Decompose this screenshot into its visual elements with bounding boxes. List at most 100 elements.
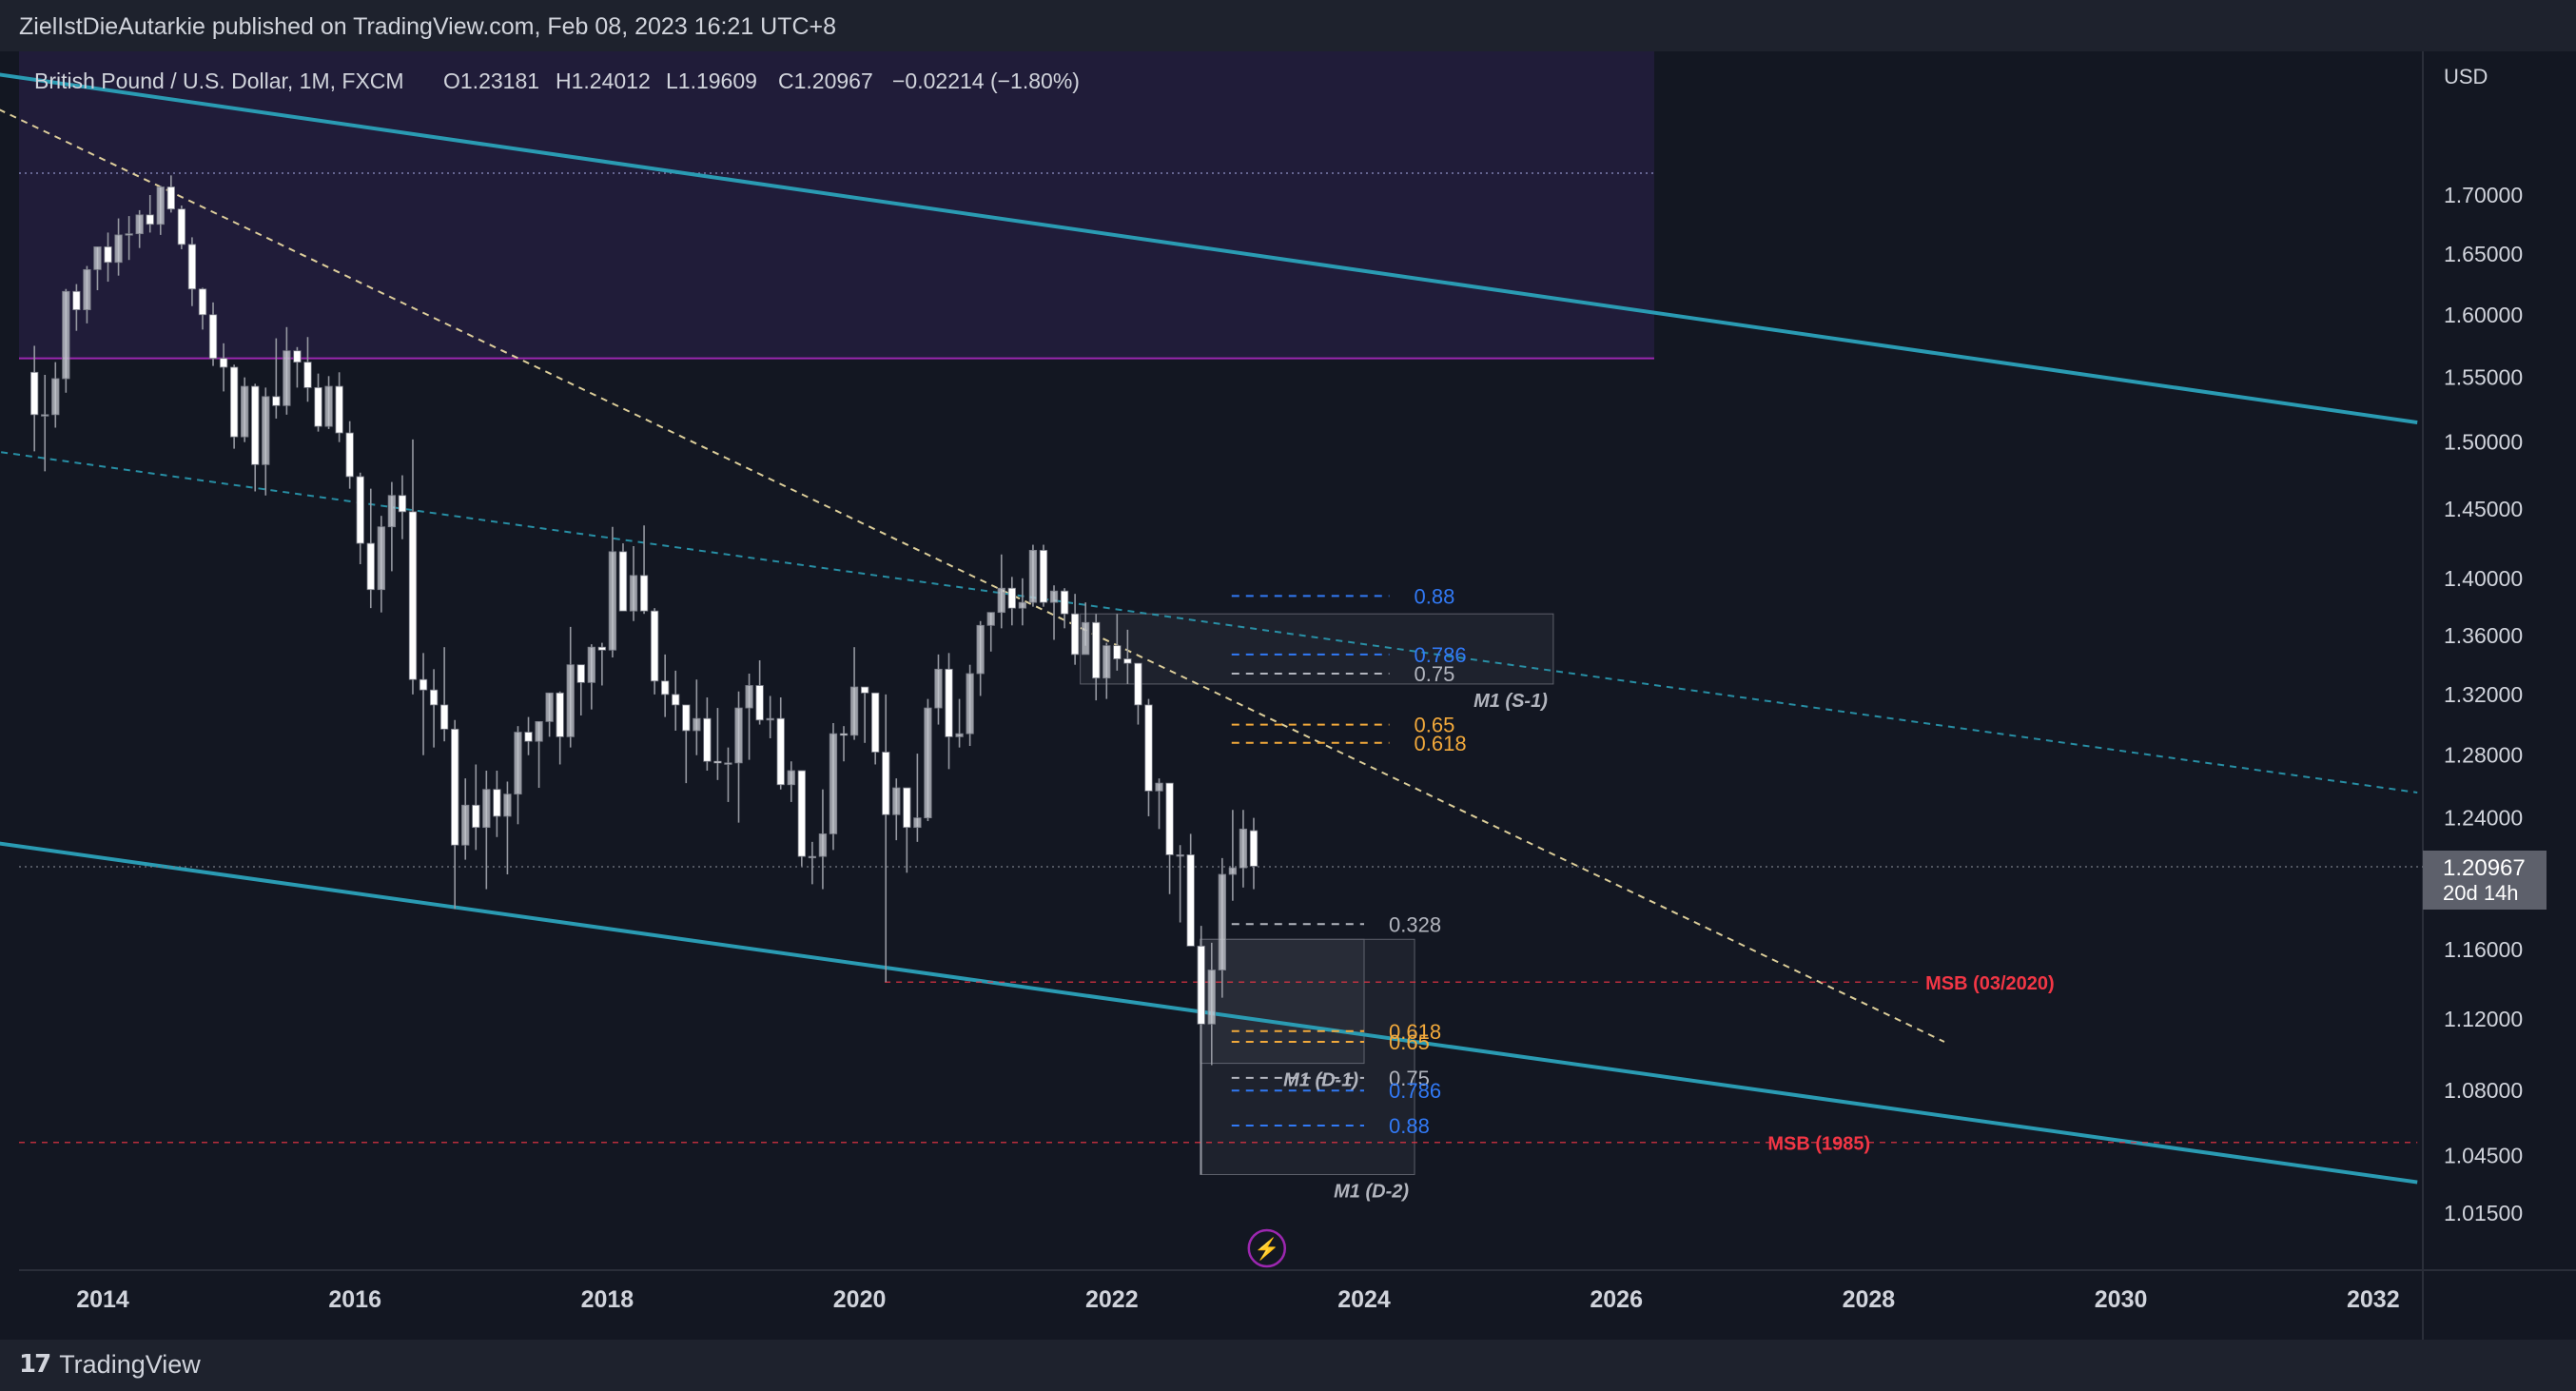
candle-body [229, 366, 239, 438]
price-tick-label: 1.60000 [2444, 303, 2523, 327]
candle [429, 669, 439, 748]
price-tick-label: 1.16000 [2444, 937, 2523, 962]
price-axis-currency: USD [2444, 65, 2488, 88]
candle [1197, 926, 1205, 1175]
candle [1018, 578, 1027, 626]
candle [419, 653, 428, 755]
candle-body [882, 752, 890, 815]
candle-body [787, 770, 795, 786]
candle-body [860, 686, 869, 694]
candle [114, 218, 123, 276]
candle-body [1239, 828, 1248, 869]
candle-body [1028, 549, 1038, 603]
price-tick-label: 1.08000 [2444, 1078, 2523, 1103]
price-tick-label: 1.32000 [2444, 682, 2523, 707]
candle [1113, 614, 1122, 671]
candle-body [566, 664, 575, 737]
candle-body [377, 526, 385, 591]
candle-body [104, 246, 112, 264]
candle-body [514, 732, 522, 795]
candle-body [829, 733, 838, 834]
candle [83, 265, 91, 323]
candle-body [166, 186, 175, 210]
candle [724, 747, 732, 802]
candle-body [650, 610, 659, 682]
candle-body [146, 214, 154, 225]
candle-body [419, 678, 428, 691]
candle-body [1070, 613, 1080, 656]
candle [587, 644, 595, 710]
candle-body [776, 717, 785, 786]
candle [93, 246, 102, 291]
candle [576, 664, 585, 716]
candle [745, 674, 753, 760]
candle-body [871, 692, 880, 753]
candle [1144, 698, 1153, 816]
fib-level-label: 0.328 [1389, 912, 1441, 936]
candle [1134, 662, 1142, 725]
candle-body [1218, 873, 1226, 970]
candle [156, 186, 165, 235]
candle-body [693, 717, 701, 732]
candle-body [272, 396, 281, 406]
candle-body [472, 804, 480, 829]
fib-level-label: 0.75 [1389, 1067, 1430, 1090]
candles-layer [30, 175, 1259, 1175]
candle [293, 346, 302, 388]
candle-body [1176, 854, 1184, 857]
candle-body [366, 542, 375, 591]
candle [229, 364, 239, 449]
candle [125, 216, 133, 261]
candle [1007, 577, 1016, 626]
candle [166, 175, 175, 213]
candle [903, 787, 911, 873]
price-tick-label: 1.40000 [2444, 566, 2523, 591]
price-chart[interactable]: M1 (S-1) M1 (D-1) M1 (D-2) MSB (03/2020) MSB… [0, 51, 2576, 1340]
candle [219, 343, 228, 392]
candle-body [629, 575, 638, 612]
candle-body [439, 704, 449, 730]
tradingview-logo[interactable]: 17 TradingView [19, 1347, 201, 1381]
candle [482, 771, 491, 890]
candle-body [30, 371, 39, 416]
time-tick-label: 2032 [2347, 1286, 2400, 1313]
candle [241, 377, 249, 442]
candle-body [576, 664, 585, 683]
candle [849, 647, 859, 740]
candle [104, 232, 112, 283]
candle [51, 362, 60, 428]
candle-body [672, 694, 680, 706]
candle [1218, 857, 1226, 998]
candle-body [1155, 782, 1163, 792]
candle-body [262, 396, 270, 465]
candle-body [535, 720, 543, 742]
candle-body [72, 290, 81, 310]
candle-body [745, 685, 753, 709]
time-tick-label: 2022 [1085, 1286, 1139, 1313]
price-tick-label: 1.45000 [2444, 497, 2523, 521]
candle [545, 692, 554, 737]
candle [945, 653, 953, 770]
candle [913, 754, 922, 842]
fib-level-label: 0.786 [1415, 643, 1467, 667]
candle [924, 698, 932, 821]
candle [356, 472, 364, 565]
chart-frame[interactable]: M1 (S-1) M1 (D-1) M1 (D-2) MSB (03/2020) MSB… [0, 51, 2576, 1340]
candle-body [986, 612, 995, 626]
candle-body [114, 234, 123, 264]
candle [177, 206, 186, 249]
candle-body [945, 668, 953, 737]
candle [1249, 817, 1259, 890]
candle-body [766, 717, 774, 721]
price-tick-label: 1.65000 [2444, 242, 2523, 266]
candle-body [682, 704, 691, 732]
candle [955, 698, 964, 748]
legend-open: O1.23181 [443, 69, 539, 93]
candle-body [461, 804, 470, 846]
candle-body [618, 551, 628, 612]
candle-body [429, 689, 439, 706]
candle-body [1082, 621, 1090, 656]
candle [755, 660, 764, 725]
candle-body [41, 414, 49, 417]
candle [556, 691, 564, 765]
